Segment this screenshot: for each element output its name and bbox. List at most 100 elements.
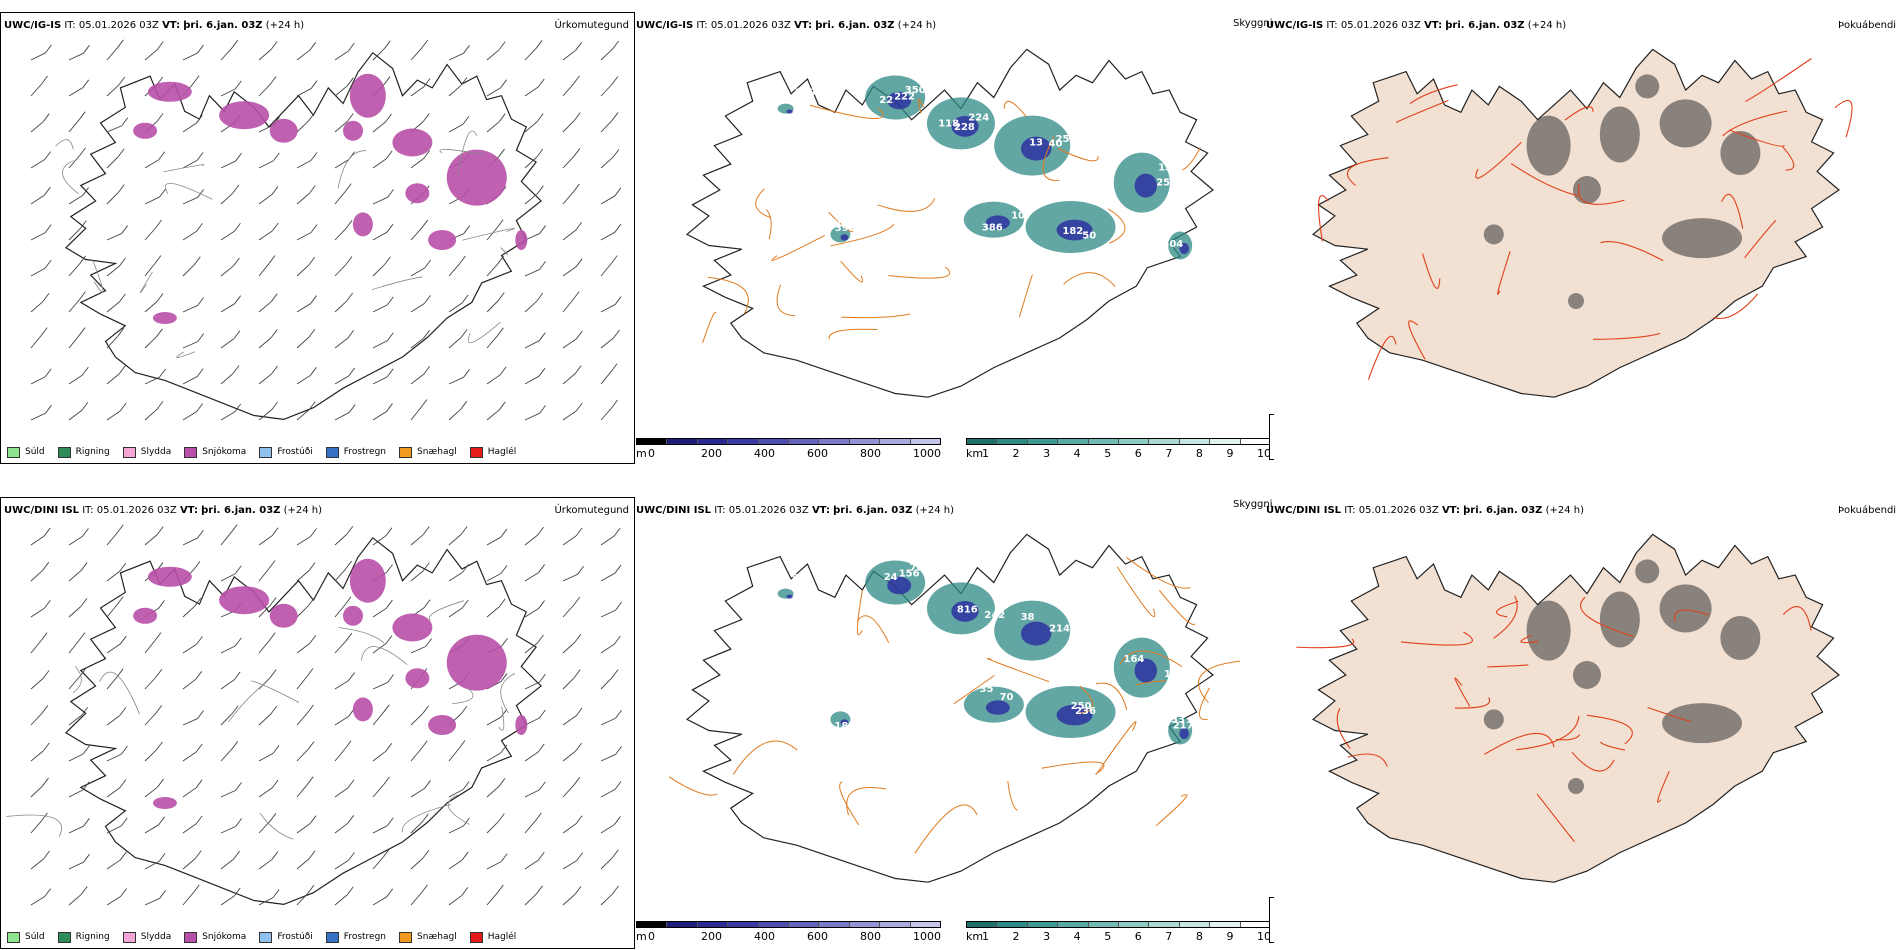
precip-title-top: Úrkomutegund <box>554 20 629 31</box>
legend-item: Frostregn <box>325 931 386 943</box>
ceiling-value-label: 219 <box>795 88 816 99</box>
ceiling-value-label: 13 <box>1164 669 1178 680</box>
snowfall-areas <box>133 558 528 809</box>
road-network <box>702 99 1201 344</box>
fog-header-bottom: UWC/DINI ISL IT: 05.01.2026 03Z VT: þri.… <box>1266 505 1585 516</box>
snowfall-areas <box>133 73 528 324</box>
legend-item: Snjókoma <box>184 446 246 458</box>
iceland-landmass <box>64 536 543 906</box>
legend-item: Rigning <box>57 931 110 943</box>
ceiling-value-label: 24 <box>884 572 898 583</box>
legend-item: Frostúði <box>259 931 313 943</box>
iceland-landmass <box>1311 533 1840 883</box>
ceiling-value-label: 379 <box>865 717 886 728</box>
legend-item: Frostúði <box>259 446 313 458</box>
visibility-colorbar-top: km 1 2 3 4 5 6 7 8 9 10 <box>966 438 1271 460</box>
fog-legend-bottom: 0 60 <box>1269 897 1274 943</box>
ceiling-value-label: 164 <box>1124 654 1145 665</box>
ceiling-map-bottom: 706 816 214 250 13 35 379 217 36 156 242 38 236 164 70… <box>668 533 1241 883</box>
ceiling-title-bottom: Skyggni <box>1233 499 1273 510</box>
ceiling-header-bottom: UWC/DINI ISL IT: 05.01.2026 03Z VT: þri.… <box>636 505 955 516</box>
ceiling-value-label: 25 <box>1056 134 1070 145</box>
ceiling-panel-bottom: UWC/DINI ISL IT: 05.01.2026 03Z VT: þri.… <box>636 497 1274 949</box>
ceiling-value-label: 350 <box>905 85 926 96</box>
ceiling-value-label: 236 <box>1075 706 1096 717</box>
legend-item: Súld <box>7 446 45 458</box>
ceiling-value-label: 88 <box>830 218 844 229</box>
fog-map-bottom <box>1296 533 1840 883</box>
ceiling-header-top: UWC/IG-IS IT: 05.01.2026 03Z VT: þri. 6.… <box>636 20 937 31</box>
ceiling-value-label: 182 <box>834 721 855 732</box>
ceiling-value-label: 35 <box>980 684 994 695</box>
ceiling-value-label: 304 <box>1162 239 1183 250</box>
legend-item: Slydda <box>122 931 171 943</box>
ceiling-value-label: 706 <box>910 563 931 574</box>
ceiling-value-label: 254 <box>1156 177 1177 188</box>
precip-legend-top: Súld Rigning Slydda Snjókoma Frostúði Frostre… <box>7 445 529 459</box>
ceiling-value-label: 182 <box>1062 226 1083 237</box>
ceiling-value-label: 156 <box>899 569 920 580</box>
iceland-landmass <box>685 48 1214 398</box>
precip-panel-bottom: UWC/DINI ISL IT: 05.01.2026 03Z VT: þri.… <box>0 497 635 949</box>
legend-item: Snæhagl <box>399 931 457 943</box>
ceiling-value-label: 816 <box>957 604 978 615</box>
visibility-colorbar-bottom: km 1 2 3 4 5 6 7 8 9 10 <box>966 921 1271 943</box>
ceiling-value-label: 13 <box>1158 163 1172 174</box>
fog-index-shading <box>1483 559 1761 794</box>
precip-legend-bottom: Súld Rigning Slydda Snjókoma Frostúði Frostre… <box>7 930 529 944</box>
legend-item: Haglél <box>469 446 516 458</box>
fog-title-bottom: Þokuábendi <box>1838 505 1897 516</box>
ceiling-value-label: 217 <box>1173 721 1194 732</box>
ceiling-value-label: 386 <box>982 222 1003 233</box>
road-network <box>1318 58 1853 380</box>
precip-map-bottom <box>6 524 622 906</box>
legend-item: Snæhagl <box>399 446 457 458</box>
ceiling-panel-top: UWC/IG-IS IT: 05.01.2026 03Z VT: þri. 6.… <box>636 12 1274 464</box>
ceiling-map-top: 22 224 40 50 254 386 395 304 219 222 118 13 182 13 107… <box>685 48 1217 398</box>
ceiling-value-label: 50 <box>1082 230 1096 241</box>
ceiling-value-label: 38 <box>1021 612 1035 623</box>
low-cloud-areas <box>777 75 1193 260</box>
fog-index-shading <box>1483 74 1761 309</box>
legend-item: Slydda <box>122 446 171 458</box>
ceiling-value-label: 86 <box>792 573 806 584</box>
fog-map-top <box>1311 48 1853 398</box>
ceiling-value-label: 36 <box>773 576 787 587</box>
fog-legend-top: 0 60 <box>1269 414 1274 460</box>
precip-map-top <box>30 39 622 421</box>
road-network <box>1296 595 1812 842</box>
ceiling-value-label: 395 <box>835 223 856 234</box>
ceiling-value-label: 133 <box>1164 714 1185 725</box>
iceland-landmass <box>685 533 1214 883</box>
ceiling-value-label: 22 <box>879 95 893 106</box>
ceiling-colorbar-top: m 0 200 400 600 800 1000 <box>636 438 941 460</box>
wind-barbs <box>30 524 622 906</box>
road-network <box>55 130 515 358</box>
road-network <box>668 557 1241 854</box>
legend-item: Rigning <box>57 446 110 458</box>
ceiling-value-label: 250 <box>1071 701 1092 712</box>
ceiling-colorbar-bottom: m 0 200 400 600 800 1000 <box>636 921 941 943</box>
ceiling-value-label: 389 <box>1196 233 1217 244</box>
fog-title-top: Þokuábendi <box>1838 20 1897 31</box>
ceiling-value-label: 70 <box>1000 692 1014 703</box>
legend-item: Súld <box>7 931 45 943</box>
precip-header-bottom: UWC/DINI ISL IT: 05.01.2026 03Z VT: þri.… <box>4 505 323 516</box>
road-network <box>6 600 516 840</box>
legend-item: Frostregn <box>325 446 386 458</box>
ceiling-value-label: 242 <box>984 610 1005 621</box>
ceiling-value-label: 380 <box>773 95 794 106</box>
precip-header-top: UWC/IG-IS IT: 05.01.2026 03Z VT: þri. 6.… <box>4 20 305 31</box>
legend-item: Snjókoma <box>184 931 246 943</box>
ceiling-title-top: Skyggni <box>1233 18 1273 29</box>
ceiling-value-label: 228 <box>954 122 975 133</box>
fog-header-top: UWC/IG-IS IT: 05.01.2026 03Z VT: þri. 6.… <box>1266 20 1567 31</box>
precip-title-bottom: Úrkomutegund <box>554 505 629 516</box>
ceiling-value-label: 224 <box>968 113 989 124</box>
precip-panel-top: UWC/IG-IS IT: 05.01.2026 03Z VT: þri. 6.… <box>0 12 635 464</box>
ceiling-value-label: 118 <box>938 119 959 130</box>
fog-panel-top: UWC/IG-IS IT: 05.01.2026 03Z VT: þri. 6.… <box>1262 12 1900 464</box>
ceiling-value-label: 214 <box>1049 624 1070 635</box>
ceiling-value-label: 40 <box>1049 138 1063 149</box>
legend-item: Haglél <box>469 931 516 943</box>
